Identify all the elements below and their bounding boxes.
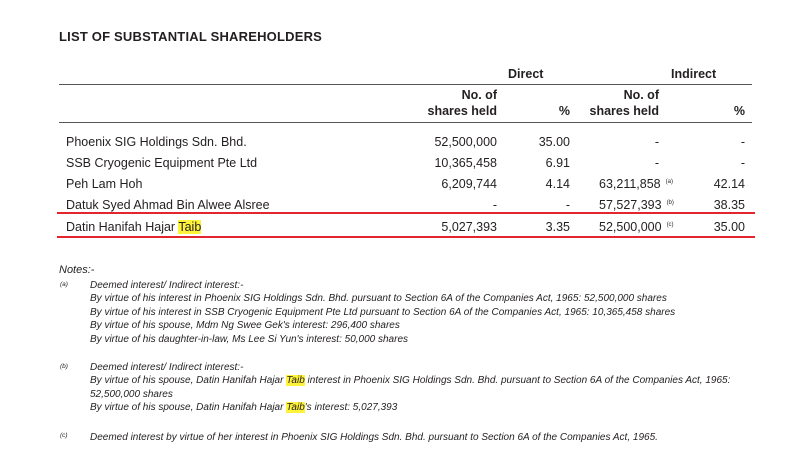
row-4-name: Datuk Syed Ahmad Bin Alwee Alsree	[66, 198, 270, 212]
note-a-line-4: By virtue of his daughter-in-law, Ms Lee…	[90, 333, 409, 345]
row-4-indirect-shares-value: 57,527,393	[599, 198, 662, 212]
note-b-line-1-prefix: By virtue of his spouse, Datin Hanifah H…	[90, 375, 287, 387]
row-1-indirect-shares: -	[654, 135, 659, 149]
header-direct-shares: No. of shares held	[400, 87, 497, 119]
note-b-line-3: By virtue of his spouse, Datin Hanifah H…	[90, 401, 730, 414]
row-4-direct-shares: -	[492, 198, 497, 212]
red-underline-top	[57, 212, 755, 214]
row-5-name: Datin Hanifah Hajar Taib	[66, 220, 202, 234]
group-header-indirect: Indirect	[671, 67, 717, 81]
header-direct-shares-line1: No. of	[461, 88, 497, 102]
row-3-indirect-shares-value: 63,211,858	[599, 177, 661, 191]
note-a-line-3: By virtue of his spouse, Mdm Ng Swee Gek…	[90, 320, 400, 332]
row-1-indirect-pct: -	[740, 135, 745, 149]
note-b-line-2: 52,500,000 shares	[90, 388, 173, 400]
row-5-indirect-shares-value: 52,500,000	[599, 220, 662, 234]
row-5-indirect-pct: 35.00	[713, 220, 745, 234]
red-underline-bottom	[57, 236, 755, 238]
note-b-block: Deemed interest/ Indirect interest:- By …	[90, 361, 730, 415]
note-a-mark: (a)	[60, 281, 68, 288]
row-4-indirect-note: (b)	[666, 199, 674, 206]
row-2-direct-shares: 10,365,458	[434, 156, 497, 170]
note-a-line-2: By virtue of his interest in SSB Cryogen…	[90, 306, 676, 318]
note-b-line-3-suffix: 's interest: 5,027,393	[304, 402, 398, 414]
row-3-indirect-note: (a)	[665, 178, 673, 185]
note-b-line-1-highlight: Taib	[286, 375, 305, 387]
page-title: LIST OF SUBSTANTIAL SHAREHOLDERS	[59, 29, 323, 44]
row-2-name: SSB Cryogenic Equipment Pte Ltd	[66, 156, 258, 170]
row-5-name-prefix: Datin Hanifah Hajar	[66, 220, 179, 234]
note-a-heading: Deemed interest/ Indirect interest:-	[90, 280, 244, 291]
row-5-direct-pct: 3.35	[545, 220, 570, 234]
row-2-indirect-shares: -	[654, 156, 659, 170]
note-b-heading: Deemed interest/ Indirect interest:-	[90, 362, 244, 373]
row-3-name: Peh Lam Hoh	[66, 177, 143, 191]
row-2-direct-pct: 6.91	[545, 156, 570, 170]
row-3-direct-pct: 4.14	[545, 177, 570, 191]
header-indirect-pct: %	[733, 104, 745, 118]
row-3-direct-shares: 6,209,744	[441, 177, 497, 191]
row-4-indirect-shares: 57,527,393 (b)	[599, 198, 674, 212]
row-1-direct-shares: 52,500,000	[434, 135, 497, 149]
note-b-mark: (b)	[60, 363, 68, 370]
row-4-indirect-pct: 38.35	[713, 198, 745, 212]
header-top-rule	[59, 84, 752, 85]
row-3-indirect-pct: 42.14	[713, 177, 745, 191]
row-4-direct-pct: -	[565, 198, 570, 212]
group-header-direct: Direct	[508, 67, 544, 81]
note-b-line-1: By virtue of his spouse, Datin Hanifah H…	[90, 374, 730, 387]
note-b-line-3-prefix: By virtue of his spouse, Datin Hanifah H…	[90, 402, 287, 414]
row-5-direct-shares: 5,027,393	[441, 220, 497, 234]
row-2-indirect-pct: -	[740, 156, 745, 170]
note-a-block: Deemed interest/ Indirect interest:- By …	[90, 279, 675, 346]
header-indirect-shares-line1: No. of	[623, 88, 659, 102]
row-1-name: Phoenix SIG Holdings Sdn. Bhd.	[66, 135, 247, 149]
header-indirect-shares: No. of shares held	[560, 87, 659, 119]
row-3-indirect-shares: 63,211,858 (a)	[599, 177, 673, 191]
header-direct-shares-line2: shares held	[427, 104, 497, 118]
header-direct-pct: %	[558, 104, 570, 118]
note-a-line-1: By virtue of his interest in Phoenix SIG…	[90, 293, 667, 305]
note-c-mark: (c)	[60, 432, 68, 439]
row-1-direct-pct: 35.00	[538, 135, 570, 149]
note-b-line-1-suffix: interest in Phoenix SIG Holdings Sdn. Bh…	[304, 375, 731, 387]
header-bottom-rule	[59, 122, 752, 123]
row-5-indirect-shares: 52,500,000 (c)	[599, 220, 674, 234]
row-5-indirect-note: (c)	[666, 221, 674, 228]
notes-title: Notes:-	[59, 264, 95, 276]
header-indirect-shares-line2: shares held	[589, 104, 659, 118]
note-c-text: Deemed interest by virtue of her interes…	[90, 432, 658, 443]
row-5-name-highlight: Taib	[178, 220, 202, 234]
note-b-line-3-highlight: Taib	[286, 402, 305, 414]
